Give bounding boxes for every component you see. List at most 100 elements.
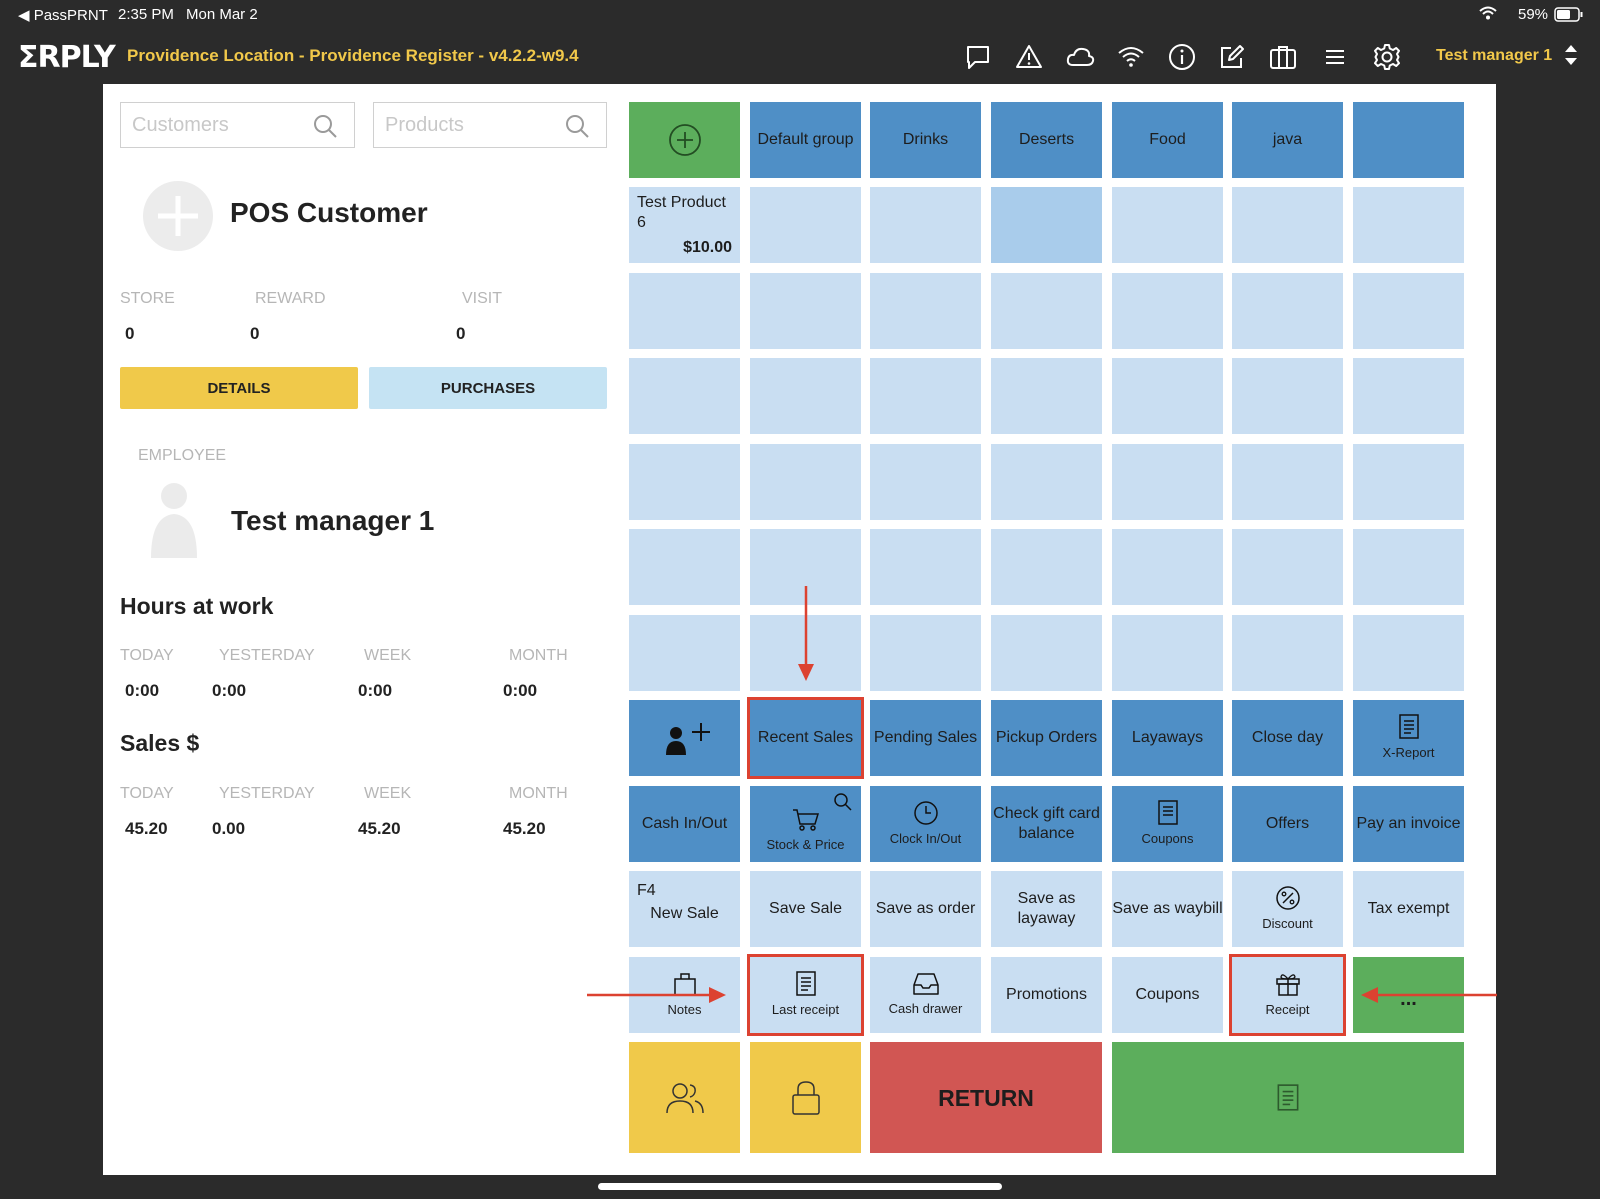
group-empty[interactable]: [1353, 102, 1464, 178]
product-slot[interactable]: [1353, 273, 1464, 349]
product-slot[interactable]: [991, 273, 1102, 349]
product-slot[interactable]: [870, 187, 981, 263]
lock-button[interactable]: [750, 1042, 861, 1153]
tax-exempt-button[interactable]: Tax exempt: [1353, 871, 1464, 947]
purchases-button[interactable]: PURCHASES: [369, 367, 607, 409]
group-java[interactable]: java: [1232, 102, 1343, 178]
product-slot[interactable]: [991, 444, 1102, 520]
edit-icon[interactable]: [1217, 42, 1247, 72]
back-to-app-link[interactable]: ◀ PassPRNT: [18, 7, 108, 24]
product-slot[interactable]: [991, 187, 1102, 263]
product-slot[interactable]: [991, 358, 1102, 434]
product-slot[interactable]: [1353, 358, 1464, 434]
group-deserts[interactable]: Deserts: [991, 102, 1102, 178]
product-slot[interactable]: [991, 529, 1102, 605]
promotions-button[interactable]: Promotions: [991, 957, 1102, 1033]
payment-button[interactable]: [1112, 1042, 1464, 1153]
coupons-function-button[interactable]: Coupons: [1112, 786, 1223, 862]
offers-button[interactable]: Offers: [1232, 786, 1343, 862]
customers-button[interactable]: [629, 1042, 740, 1153]
customer-search-box[interactable]: [120, 102, 355, 148]
return-button[interactable]: RETURN: [870, 1042, 1102, 1153]
info-icon[interactable]: [1167, 42, 1197, 72]
search-icon[interactable]: [564, 113, 590, 139]
product-slot[interactable]: [629, 444, 740, 520]
product-slot[interactable]: [750, 444, 861, 520]
cash-in-out-button[interactable]: Cash In/Out: [629, 786, 740, 862]
details-button[interactable]: DETAILS: [120, 367, 358, 409]
x-report-button[interactable]: X-Report: [1353, 700, 1464, 776]
cloud-icon[interactable]: [1065, 42, 1095, 72]
product-slot[interactable]: [1232, 615, 1343, 691]
product-slot[interactable]: [629, 529, 740, 605]
save-sale-button[interactable]: Save Sale: [750, 871, 861, 947]
save-as-waybill-button[interactable]: Save as waybill: [1112, 871, 1223, 947]
product-slot[interactable]: [629, 358, 740, 434]
home-indicator[interactable]: [598, 1183, 1002, 1190]
product-button[interactable]: Test Product 6 $10.00: [629, 187, 740, 263]
coupons-button[interactable]: Coupons: [1112, 957, 1223, 1033]
product-slot[interactable]: [1112, 187, 1223, 263]
product-slot[interactable]: [870, 529, 981, 605]
discount-button[interactable]: Discount: [1232, 871, 1343, 947]
product-slot[interactable]: [991, 615, 1102, 691]
new-sale-button[interactable]: F4 New Sale: [629, 871, 740, 947]
product-slot[interactable]: [1232, 358, 1343, 434]
product-slot[interactable]: [1112, 529, 1223, 605]
add-customer-function-button[interactable]: [629, 700, 740, 776]
product-slot[interactable]: [1112, 358, 1223, 434]
user-selector[interactable]: Test manager 1: [1436, 47, 1553, 64]
add-customer-button[interactable]: [143, 181, 213, 251]
close-day-button[interactable]: Close day: [1232, 700, 1343, 776]
product-slot[interactable]: [870, 444, 981, 520]
cash-drawer-button[interactable]: Cash drawer: [870, 957, 981, 1033]
group-default[interactable]: Default group: [750, 102, 861, 178]
menu-icon[interactable]: [1320, 42, 1350, 72]
check-gift-card-balance-button[interactable]: Check gift card balance: [991, 786, 1102, 862]
product-slot[interactable]: [870, 273, 981, 349]
last-receipt-button[interactable]: Last receipt: [747, 954, 864, 1036]
product-slot[interactable]: [1353, 187, 1464, 263]
product-slot[interactable]: [1112, 273, 1223, 349]
product-slot[interactable]: [870, 615, 981, 691]
save-as-order-button[interactable]: Save as order: [870, 871, 981, 947]
clock-in-out-button[interactable]: Clock In/Out: [870, 786, 981, 862]
product-slot[interactable]: [1353, 444, 1464, 520]
product-slot[interactable]: [1232, 187, 1343, 263]
layaways-button[interactable]: Layaways: [1112, 700, 1223, 776]
chat-icon[interactable]: [963, 42, 993, 72]
pay-invoice-button[interactable]: Pay an invoice: [1353, 786, 1464, 862]
hours-label-yesterday: YESTERDAY: [219, 647, 315, 664]
group-food[interactable]: Food: [1112, 102, 1223, 178]
product-slot[interactable]: [750, 187, 861, 263]
search-icon[interactable]: [312, 113, 338, 139]
product-slot[interactable]: [1112, 615, 1223, 691]
gift-receipt-button[interactable]: Receipt: [1229, 954, 1346, 1036]
add-group-button[interactable]: [629, 102, 740, 178]
product-search-box[interactable]: [373, 102, 607, 148]
wifi-icon[interactable]: [1116, 42, 1146, 72]
product-search-input[interactable]: [383, 113, 557, 138]
product-slot[interactable]: [1353, 615, 1464, 691]
product-slot[interactable]: [629, 615, 740, 691]
customer-search-input[interactable]: [130, 113, 304, 138]
product-slot[interactable]: [750, 358, 861, 434]
user-selector-arrows-icon[interactable]: [1563, 42, 1579, 68]
save-as-layaway-button[interactable]: Save as layaway: [991, 871, 1102, 947]
product-slot[interactable]: [870, 358, 981, 434]
product-slot[interactable]: [1112, 444, 1223, 520]
recent-sales-button[interactable]: Recent Sales: [747, 697, 864, 779]
pickup-orders-button[interactable]: Pickup Orders: [991, 700, 1102, 776]
pending-sales-button[interactable]: Pending Sales: [870, 700, 981, 776]
group-drinks[interactable]: Drinks: [870, 102, 981, 178]
product-slot[interactable]: [1232, 273, 1343, 349]
product-slot[interactable]: [629, 273, 740, 349]
product-slot[interactable]: [1232, 444, 1343, 520]
stock-price-button[interactable]: Stock & Price: [750, 786, 861, 862]
settings-icon[interactable]: [1372, 42, 1402, 72]
product-slot[interactable]: [1232, 529, 1343, 605]
product-slot[interactable]: [750, 273, 861, 349]
gift-card-icon[interactable]: [1268, 42, 1298, 72]
product-slot[interactable]: [1353, 529, 1464, 605]
warning-icon[interactable]: [1014, 42, 1044, 72]
